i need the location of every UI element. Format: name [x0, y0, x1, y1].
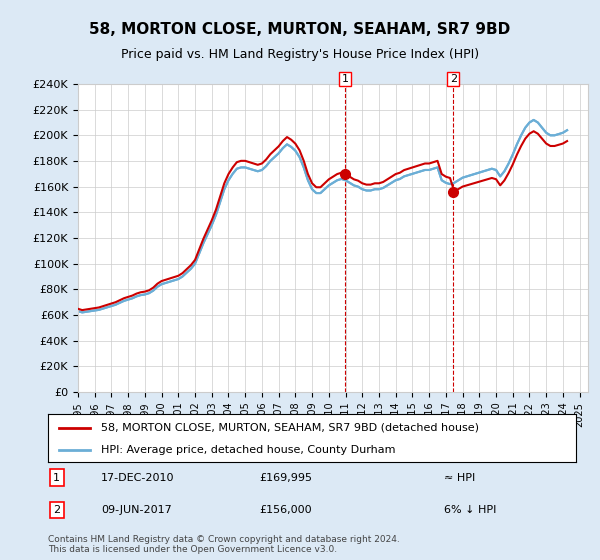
Text: £169,995: £169,995	[259, 473, 312, 483]
Text: 1: 1	[341, 74, 349, 84]
Text: HPI: Average price, detached house, County Durham: HPI: Average price, detached house, Coun…	[101, 445, 395, 455]
Text: 58, MORTON CLOSE, MURTON, SEAHAM, SR7 9BD: 58, MORTON CLOSE, MURTON, SEAHAM, SR7 9B…	[89, 22, 511, 38]
Text: Contains HM Land Registry data © Crown copyright and database right 2024.
This d: Contains HM Land Registry data © Crown c…	[48, 535, 400, 554]
Text: 1: 1	[53, 473, 60, 483]
Text: 17-DEC-2010: 17-DEC-2010	[101, 473, 175, 483]
Text: 6% ↓ HPI: 6% ↓ HPI	[444, 505, 496, 515]
Text: ≈ HPI: ≈ HPI	[444, 473, 475, 483]
Text: 58, MORTON CLOSE, MURTON, SEAHAM, SR7 9BD (detached house): 58, MORTON CLOSE, MURTON, SEAHAM, SR7 9B…	[101, 423, 479, 433]
Text: 2: 2	[449, 74, 457, 84]
Text: £156,000: £156,000	[259, 505, 312, 515]
Text: 2: 2	[53, 505, 61, 515]
Text: 09-JUN-2017: 09-JUN-2017	[101, 505, 172, 515]
Text: Price paid vs. HM Land Registry's House Price Index (HPI): Price paid vs. HM Land Registry's House …	[121, 48, 479, 60]
